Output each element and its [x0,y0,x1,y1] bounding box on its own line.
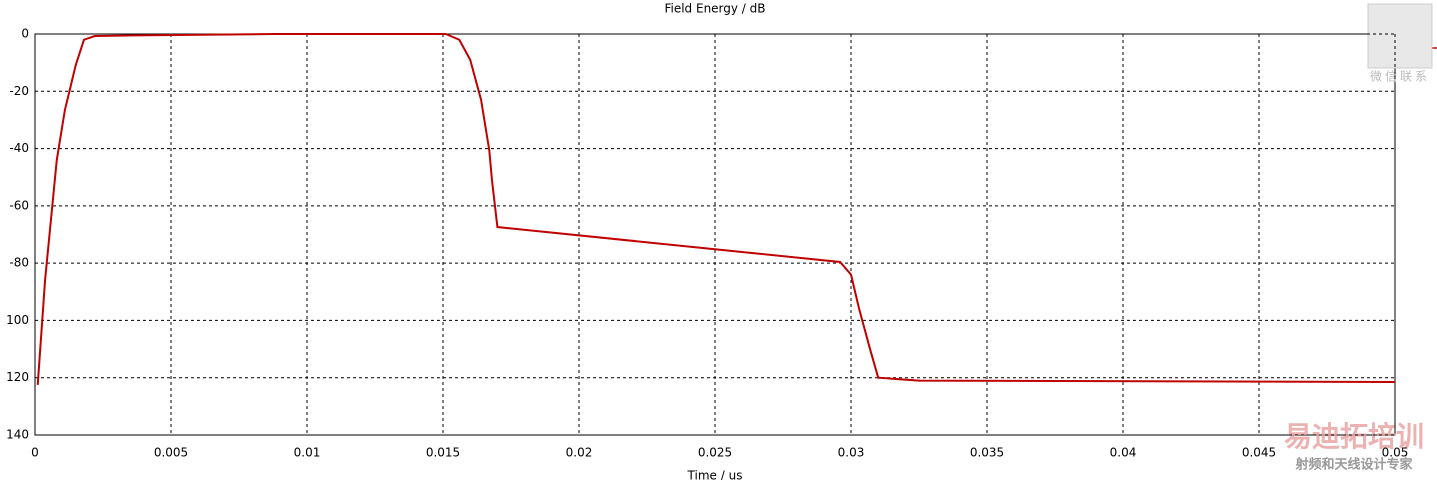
x-axis-label: Time / us [687,469,743,480]
y-tick-label: -40 [9,141,29,155]
x-tick-label: 0.02 [566,446,593,460]
y-tick-label: 100 [6,313,29,327]
x-tick-label: 0.05 [1382,446,1409,460]
x-tick-label: 0.025 [698,446,732,460]
y-tick-label: -20 [9,84,29,98]
qr-code [1367,3,1433,69]
x-tick-label: 0.01 [294,446,321,460]
y-tick-label: 0 [21,27,29,41]
data-line [36,33,1396,385]
x-tick-label: 0.035 [970,446,1004,460]
x-tick-label: 0.045 [1242,446,1276,460]
watermark-brand: 易迪拓培训 [1284,420,1424,453]
y-tick-label: -60 [9,198,29,212]
x-tick-label: 0.04 [1110,446,1137,460]
y-tick-label: 120 [6,370,29,384]
y-tick-label: -80 [9,256,29,270]
x-tick-label: 0 [31,446,39,460]
watermark-slogan: 射频和天线设计专家 [1294,457,1413,473]
y-tick-label: 140 [6,428,29,442]
watermark-contact: 微信联系 [1370,70,1430,84]
x-tick-label: 0.015 [426,446,460,460]
x-tick-label: 0.03 [838,446,865,460]
chart-title: Field Energy / dB [664,2,765,16]
x-tick-label: 0.005 [154,446,188,460]
